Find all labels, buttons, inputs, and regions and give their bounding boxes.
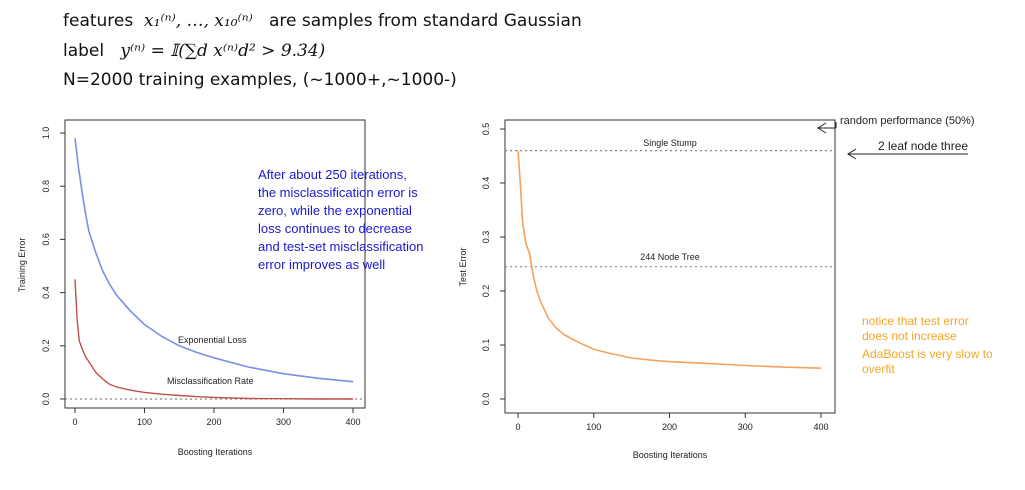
label-math: y⁽ⁿ⁾ = 𝕀(∑d x⁽ⁿ⁾d² > 9.34) xyxy=(120,41,326,61)
y-tick-label: 0.1 xyxy=(481,339,491,352)
left-xlabel: Boosting Iterations xyxy=(178,447,253,457)
adaboost-note: AdaBoost is very slow to overfit xyxy=(862,347,993,376)
y-tick-label: 0.3 xyxy=(481,231,491,244)
two-leaf-note: 2 leaf node three xyxy=(878,139,969,153)
y-tick-label: 0.2 xyxy=(41,340,51,353)
x-tick-label: 300 xyxy=(276,417,291,427)
x-tick-label: 400 xyxy=(345,417,360,427)
random-performance-note: random performance (50%) xyxy=(840,115,975,127)
node-tree-label: 244 Node Tree xyxy=(640,252,700,262)
y-tick-label: 0.4 xyxy=(481,177,491,190)
two-leaf-arrow xyxy=(847,148,968,160)
y-tick-label: 0.4 xyxy=(41,286,51,299)
features-line: features x₁⁽ⁿ⁾, …, x₁₀⁽ⁿ⁾ are samples fr… xyxy=(63,10,582,32)
y-tick-label: 0.6 xyxy=(41,233,51,246)
training-error-chart: 0 100 200 300 400 0.0 0.2 0.4 0.6 0.8 1.0 Exponent… xyxy=(17,119,366,457)
x-tick-label: 200 xyxy=(206,417,221,427)
training-line: N=2000 training examples, (~1000+,~1000-… xyxy=(63,70,457,90)
random-performance-arrow xyxy=(817,122,837,134)
y-tick-label: 0.0 xyxy=(481,393,491,406)
features-text: are samples from standard Gaussian xyxy=(268,11,582,31)
y-tick-label: 0.0 xyxy=(41,393,51,406)
notice-note: notice that test error does not increase xyxy=(862,314,969,343)
x-tick-label: 0 xyxy=(515,422,520,432)
y-tick-label: 1.0 xyxy=(41,127,51,140)
x-tick-label: 100 xyxy=(586,422,601,432)
misclassification-rate-label: Misclassification Rate xyxy=(167,376,254,386)
y-tick-label: 0.2 xyxy=(481,285,491,298)
exponential-loss-label: Exponential Loss xyxy=(178,335,247,345)
x-tick-label: 300 xyxy=(738,422,753,432)
y-tick-label: 0.5 xyxy=(481,123,491,136)
x-tick-label: 400 xyxy=(813,422,828,432)
left-plot-frame xyxy=(64,119,366,409)
misclassification-rate-line xyxy=(74,279,353,400)
label-line: label y⁽ⁿ⁾ = 𝕀(∑d x⁽ⁿ⁾d² > 9.34) xyxy=(63,40,325,62)
right-ylabel: Test Error xyxy=(458,247,468,286)
y-tick-label: 0.8 xyxy=(41,180,51,193)
x-tick-label: 100 xyxy=(137,417,152,427)
features-math: x₁⁽ⁿ⁾, …, x₁₀⁽ⁿ⁾ xyxy=(144,11,253,31)
right-xlabel: Boosting Iterations xyxy=(633,450,708,460)
left-annotation: After about 250 iterations, the misclass… xyxy=(258,167,424,272)
single-stump-label: Single Stump xyxy=(643,138,697,148)
exponential-loss-line xyxy=(74,138,354,383)
test-error-chart: 0 100 200 300 400 0.0 0.1 0.2 0.3 0.4 0.5 Single S… xyxy=(458,119,968,460)
left-ylabel: Training Error xyxy=(17,238,27,293)
x-tick-label: 0 xyxy=(72,417,77,427)
features-word: features xyxy=(63,11,134,31)
x-tick-label: 200 xyxy=(662,422,677,432)
test-error-line xyxy=(517,150,822,369)
label-word: label xyxy=(63,41,105,61)
